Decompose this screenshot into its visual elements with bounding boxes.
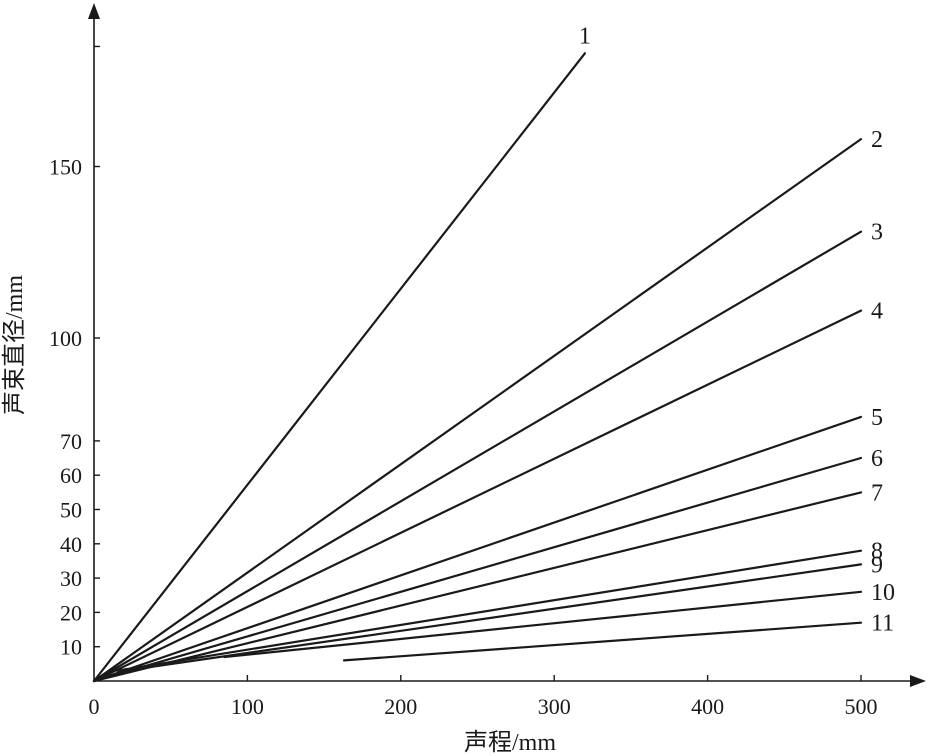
series-line-5 [92, 415, 863, 683]
series-line-10 [223, 590, 863, 659]
y-axis-label: 声束直径/mm [1, 275, 28, 415]
series-label-9: 9 [871, 552, 883, 578]
series-lines [92, 52, 863, 683]
y-ticks: 10 20 30 40 50 60 70 100 150 [49, 45, 100, 660]
series-line-2 [92, 138, 863, 683]
series-label-10: 10 [871, 580, 895, 606]
y-axis-arrow-icon [88, 3, 100, 19]
series-label-7: 7 [871, 480, 883, 506]
x-axis-label: 声程/mm [464, 729, 556, 756]
series-label-11: 11 [871, 611, 894, 637]
series-label-4: 4 [871, 299, 883, 325]
series-label-6: 6 [871, 446, 883, 472]
series-line-3 [92, 230, 863, 683]
y-tick-label: 30 [60, 566, 82, 591]
y-tick-label: 50 [60, 498, 82, 523]
series-label-8: 8 [871, 539, 883, 565]
x-tick-label: 400 [691, 694, 724, 719]
y-axis [88, 3, 100, 681]
series-label-2: 2 [871, 127, 883, 153]
series-line-1 [92, 52, 586, 683]
y-tick-label: 40 [60, 532, 82, 557]
x-tick-label: 100 [231, 694, 264, 719]
series-label-5: 5 [871, 405, 883, 431]
series-line-9 [123, 563, 863, 672]
series-line-6 [92, 456, 863, 683]
y-tick-label: 150 [49, 155, 82, 180]
series-label-1: 1 [579, 23, 591, 49]
series-label-3: 3 [871, 220, 883, 246]
series-line-8 [115, 549, 863, 672]
series-line-11 [342, 621, 863, 662]
x-axis-arrow-icon [910, 675, 926, 687]
x-ticks: 0 100 200 300 400 500 [89, 675, 878, 719]
x-tick-label: 200 [384, 694, 417, 719]
series-line-4 [92, 309, 863, 683]
x-tick-label: 300 [538, 694, 571, 719]
series-line-7 [92, 491, 863, 683]
y-tick-label: 20 [60, 600, 82, 625]
y-tick-label: 100 [49, 326, 82, 351]
y-tick-label: 70 [60, 429, 82, 454]
x-tick-label: 0 [89, 694, 100, 719]
y-tick-label: 10 [60, 635, 82, 660]
x-tick-label: 500 [845, 694, 878, 719]
x-axis [94, 675, 926, 687]
y-tick-label: 60 [60, 463, 82, 488]
